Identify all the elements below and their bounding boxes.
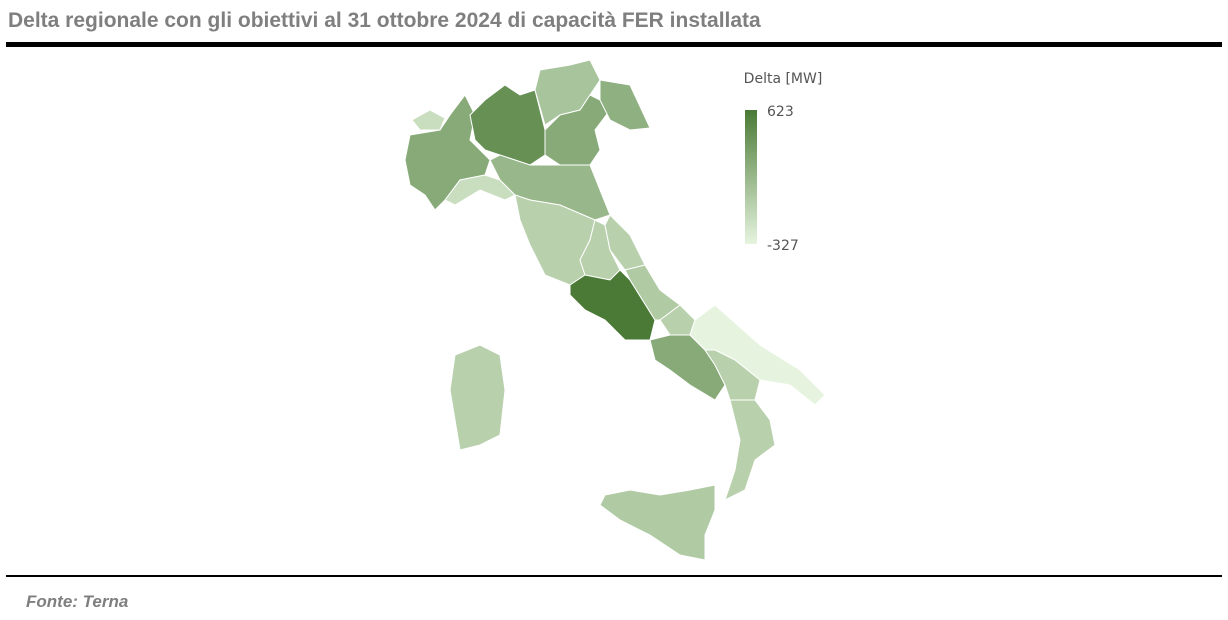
region — [411, 109, 446, 131]
bottom-rule — [6, 575, 1222, 577]
legend-min: -327 — [767, 238, 799, 254]
chart-title: Delta regionale con gli obiettivi al 31 … — [8, 9, 761, 32]
region — [599, 79, 651, 131]
legend-max: 623 — [767, 104, 794, 120]
top-rule — [6, 42, 1222, 47]
region — [449, 344, 506, 451]
region — [724, 399, 776, 501]
map — [404, 59, 826, 561]
region — [569, 269, 656, 341]
region — [534, 59, 601, 126]
region — [599, 484, 716, 561]
source: Fonte: Terna — [26, 592, 128, 611]
region — [544, 94, 611, 166]
legend-title: Delta [MW] — [744, 71, 823, 87]
color-bar — [745, 110, 757, 244]
